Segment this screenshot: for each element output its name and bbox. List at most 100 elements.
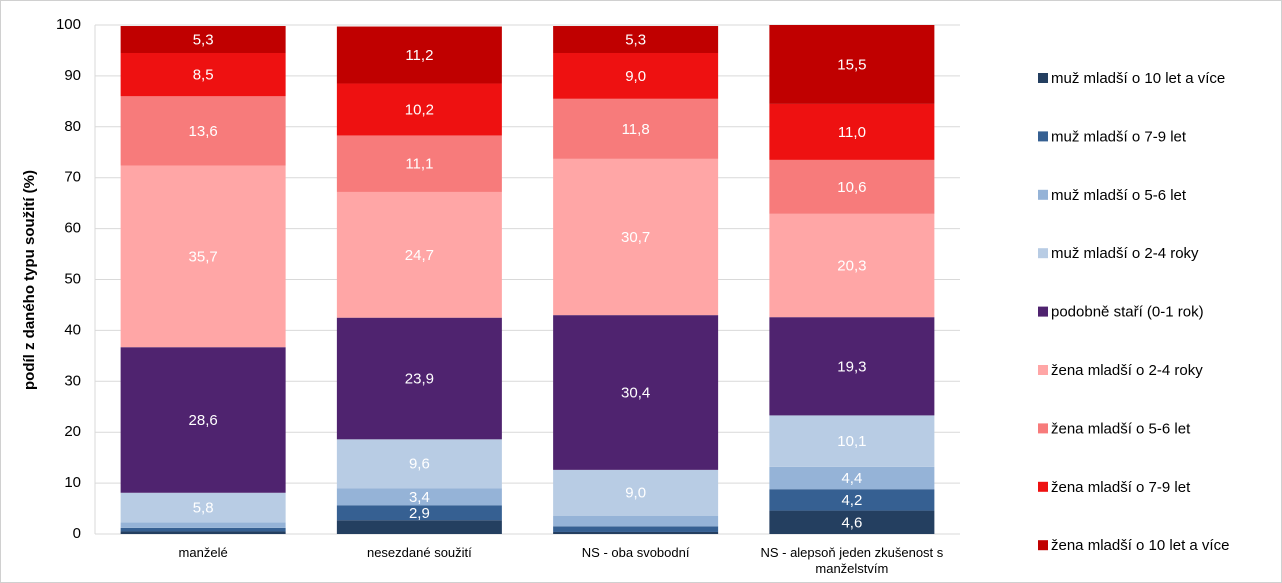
legend-swatch [1038, 365, 1048, 375]
value-label: 30,7 [621, 229, 650, 246]
bar-segment [769, 159, 935, 214]
bar-segment [769, 25, 935, 104]
value-label: 20,3 [837, 257, 866, 274]
value-label: 13,6 [189, 123, 218, 140]
value-label: 11,2 [405, 47, 433, 64]
value-label: 5,3 [625, 31, 646, 48]
bar-segment [769, 466, 935, 490]
y-tick-label: 90 [64, 67, 81, 84]
y-tick-label: 80 [64, 118, 81, 135]
bar-segment [553, 526, 719, 532]
bar-segment [120, 522, 286, 528]
legend-label: podobně staří (0-1 rok) [1051, 304, 1204, 321]
legend-label: muž mladší o 5-6 let [1051, 187, 1187, 204]
legend-swatch [1038, 189, 1048, 200]
bar-segment [553, 26, 719, 53]
value-label: 9,0 [625, 485, 646, 502]
bar-segment [120, 165, 286, 348]
y-tick-label: 60 [64, 220, 81, 237]
value-label: 10,1 [837, 433, 866, 450]
value-label: 11,0 [838, 124, 866, 141]
value-label: 2,9 [409, 505, 430, 522]
value-label: 23,9 [405, 370, 434, 387]
bar-segment [769, 213, 935, 318]
x-tick-label: nesezdané soužití [366, 545, 472, 560]
bar-segment [120, 527, 286, 532]
y-tick-label: 30 [64, 372, 81, 389]
bar-segment [769, 489, 935, 511]
legend-label: muž mladší o 2-4 roky [1051, 245, 1199, 262]
bar-segment [769, 510, 935, 534]
bar-segment [336, 505, 502, 521]
legend-label: žena mladší o 10 let a více [1051, 537, 1229, 554]
legend-label: muž mladší o 7-9 let [1051, 128, 1187, 145]
value-label: 30,4 [621, 384, 650, 401]
value-label: 4,4 [841, 470, 862, 487]
bar-segment [336, 317, 502, 440]
value-label: 11,1 [405, 156, 433, 173]
x-tick-label: NS - alepsoň jeden zkušenost s manželstv… [760, 545, 944, 576]
value-label: 10,6 [837, 179, 866, 196]
bar-segment [336, 26, 502, 84]
legend-swatch [1038, 306, 1048, 317]
legend-label: žena mladší o 7-9 let [1051, 479, 1191, 496]
bar-segment [336, 520, 502, 534]
x-tick-label: manželé [178, 545, 228, 560]
bar-segment [120, 52, 286, 97]
y-tick-label: 20 [64, 423, 81, 440]
value-label: 5,3 [193, 31, 214, 48]
bar-segment [336, 439, 502, 489]
legend-swatch [1038, 481, 1048, 492]
legend-label: muž mladší o 10 let a více [1051, 70, 1225, 87]
value-label: 4,6 [841, 514, 862, 531]
bar-segment [553, 315, 719, 470]
legend-swatch [1038, 540, 1048, 551]
value-label: 35,7 [189, 248, 218, 265]
value-label: 24,7 [405, 247, 434, 264]
y-tick-label: 10 [64, 474, 81, 491]
bar-segment [553, 52, 719, 99]
bar-segment [336, 488, 502, 506]
bar-segment [553, 469, 719, 516]
legend-swatch [1038, 423, 1048, 434]
legend-swatch [1038, 131, 1048, 142]
bar-segment [120, 347, 286, 493]
y-tick-label: 0 [73, 525, 81, 542]
value-label: 8,5 [193, 67, 214, 84]
bar-segment [553, 531, 719, 534]
y-tick-label: 50 [64, 270, 81, 287]
value-label: 10,2 [405, 101, 434, 118]
value-label: 3,4 [409, 489, 430, 506]
y-tick-label: 40 [64, 321, 81, 338]
bar-segment [769, 103, 935, 160]
value-label: 15,5 [837, 56, 866, 73]
bar-segment [336, 83, 502, 136]
bar-segment [120, 26, 286, 53]
legend-swatch [1038, 73, 1048, 83]
value-label: 19,3 [837, 358, 866, 375]
value-label: 5,8 [193, 500, 214, 517]
bar-segment [553, 98, 719, 159]
value-label: 11,8 [622, 121, 650, 138]
bar-segment [553, 158, 719, 316]
legend-swatch [1038, 248, 1048, 259]
y-tick-label: 70 [64, 169, 81, 186]
legend-label: žena mladší o 2-4 roky [1051, 362, 1203, 379]
y-tick-label: 100 [56, 16, 81, 33]
value-label: 28,6 [189, 412, 218, 429]
bar-segment [553, 515, 719, 527]
bar-segment [120, 96, 286, 166]
value-label: 9,0 [625, 68, 646, 85]
bar-segment [336, 135, 502, 192]
x-tick-label: NS - oba svobodní [581, 545, 690, 560]
value-label: 4,2 [841, 492, 862, 509]
bar-segment [769, 317, 935, 416]
bar-segment [120, 492, 286, 523]
bar-segment [769, 415, 935, 467]
value-label: 9,6 [409, 456, 430, 473]
bar-segment [336, 191, 502, 318]
bar-segment [120, 531, 286, 534]
legend-label: žena mladší o 5-6 let [1051, 420, 1191, 437]
